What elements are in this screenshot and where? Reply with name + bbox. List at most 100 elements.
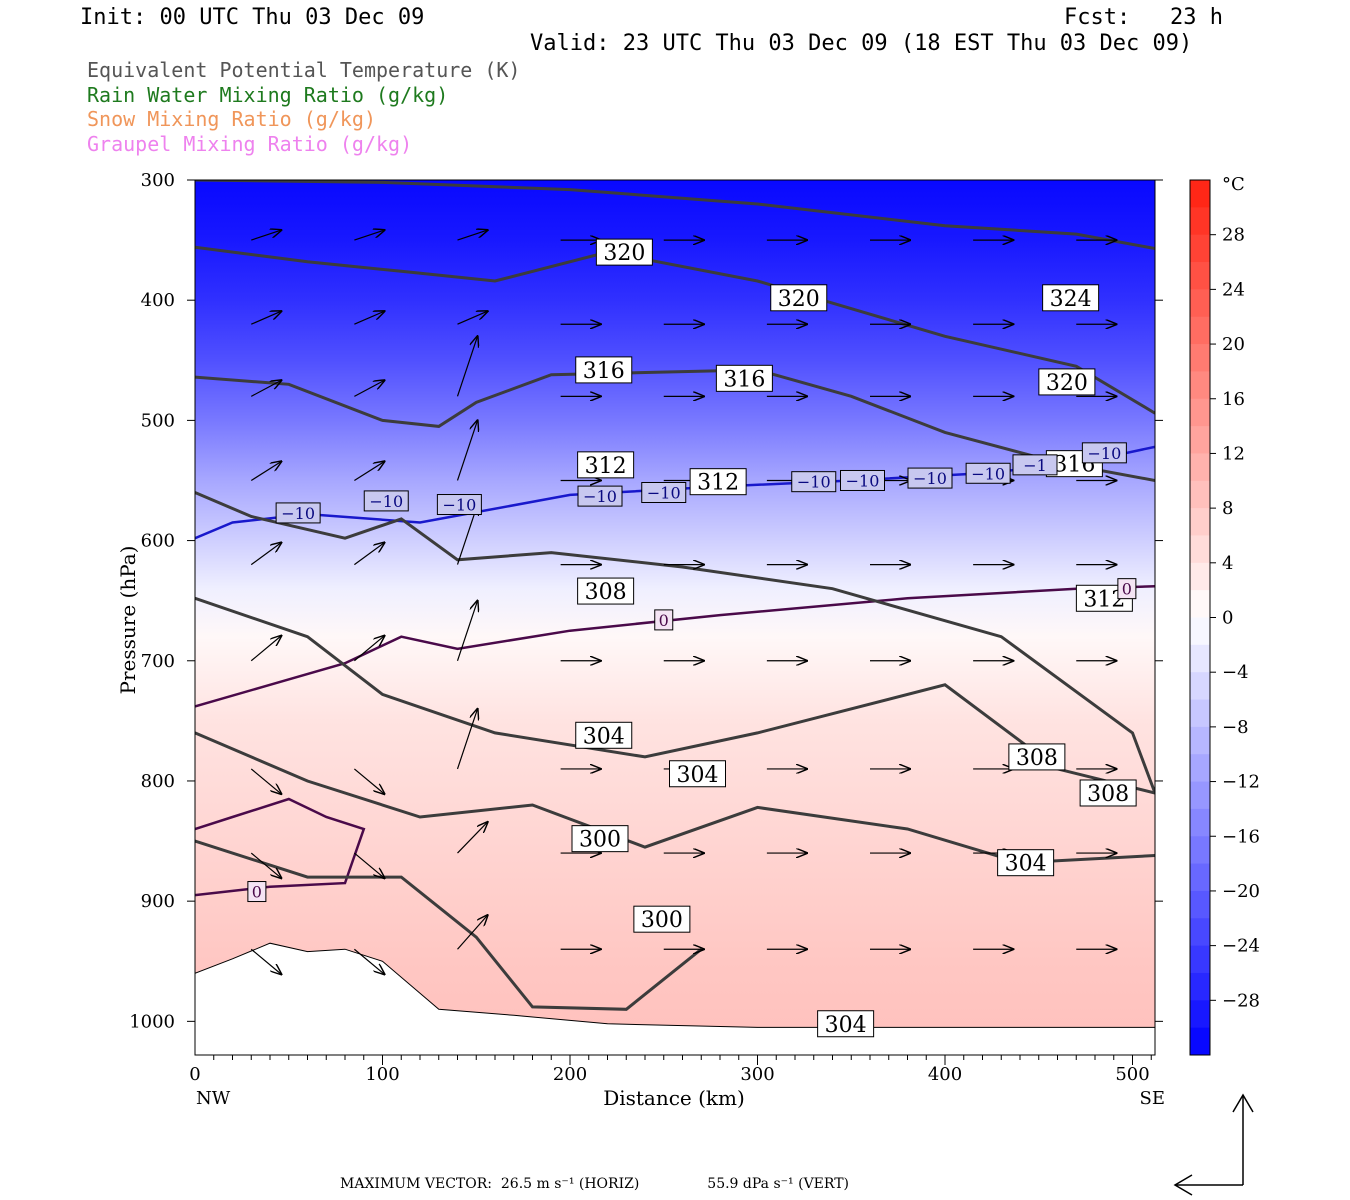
- wind-vector: [354, 461, 384, 481]
- theta-e-label-box: [1008, 743, 1066, 771]
- wind-vector: [251, 230, 281, 241]
- wind-vector: [353, 948, 384, 974]
- x-tick-label: 300: [740, 1064, 774, 1085]
- colorbar-swatch: [1190, 617, 1210, 646]
- colorbar-tick-label: 20: [1222, 334, 1245, 355]
- colorbar-swatch: [1190, 289, 1210, 318]
- wind-vector: [353, 636, 384, 662]
- colorbar-swatch: [1190, 207, 1210, 236]
- theta-e-label-box: [1042, 284, 1100, 312]
- wind-vector: [250, 852, 281, 878]
- theta-e-label: 308: [577, 577, 635, 605]
- max-vector-label: MAXIMUM VECTOR:: [340, 1176, 492, 1192]
- y-tick-label: 400: [141, 290, 175, 311]
- isotherm-label: 0: [247, 881, 267, 903]
- colorbar-swatch: [1190, 562, 1210, 591]
- max-vector-vert: 55.9 dPa s⁻¹ (VERT): [707, 1176, 849, 1192]
- x-end-label-left: NW: [196, 1088, 231, 1109]
- colorbar-swatch: [1190, 863, 1210, 892]
- isotherm-label-box: [275, 502, 321, 524]
- isotherm-label-text: −10: [846, 471, 880, 490]
- isotherm-label: 0: [1117, 578, 1137, 600]
- colorbar-swatch: [1190, 234, 1210, 263]
- isotherm-label-box: [641, 482, 687, 503]
- theta-e-label: 304: [575, 721, 633, 749]
- colorbar-tick-label: −12: [1222, 772, 1260, 793]
- theta-e-label: 320: [770, 284, 828, 312]
- isotherm-0: [195, 585, 1155, 708]
- theta-e-label: 304: [669, 760, 726, 788]
- theta-e-contour-324: [195, 180, 1155, 250]
- isotherm-label-text: −10: [281, 504, 315, 523]
- wind-vector: [457, 822, 488, 854]
- isotherm-label: −10: [907, 467, 953, 489]
- theta-e-label-box: [577, 451, 635, 479]
- isotherm-label-text: −10: [647, 484, 681, 503]
- isotherm-label-box: [965, 462, 1011, 484]
- x-tick-label: 500: [1115, 1064, 1149, 1085]
- x-axis-title: Distance (km): [603, 1086, 745, 1110]
- isotherm-label: −10: [577, 485, 623, 507]
- isotherm-label: −10: [363, 490, 409, 512]
- colorbar-tick-label: 0: [1222, 608, 1233, 629]
- theta-e-label-text: 300: [579, 828, 621, 853]
- isotherm-label-text: −10: [583, 487, 617, 506]
- theta-e-label-text: 316: [723, 367, 765, 392]
- theta-e-label-box: [817, 1010, 875, 1038]
- colorbar-swatch: [1190, 344, 1210, 372]
- theta-e-label-text: 308: [1087, 782, 1129, 807]
- reference-vector-icon: [1173, 1093, 1254, 1196]
- theta-e-contour-316: [195, 368, 1155, 482]
- theta-e-label-box: [633, 905, 691, 933]
- theta-e-label: 300: [571, 825, 629, 853]
- colorbar-tick-label: 4: [1222, 553, 1233, 574]
- theta-e-label-text: 300: [641, 908, 683, 933]
- colorbar-tick-label: 28: [1222, 225, 1245, 246]
- wind-vector: [250, 636, 281, 662]
- theta-e-label-box: [575, 721, 633, 749]
- field-label-rain: Rain Water Mixing Ratio (g/kg): [87, 83, 449, 107]
- wind-vector: [457, 915, 488, 950]
- colorbar-swatch: [1190, 180, 1210, 208]
- isotherm-label-box: [247, 881, 267, 903]
- field-label-theta-e: Equivalent Potential Temperature (K): [87, 58, 521, 82]
- wind-vectors: [250, 230, 1116, 974]
- theta-e-contours: [195, 180, 1155, 1011]
- colorbar-tick-label: 16: [1222, 389, 1245, 410]
- isotherm-label-box: [1012, 454, 1058, 476]
- isotherm-label-text: −10: [442, 496, 476, 515]
- theta-e-label-box: [575, 356, 633, 384]
- colorbar-swatch: [1190, 754, 1210, 783]
- wind-vector: [354, 311, 384, 325]
- colorbar-swatch: [1190, 371, 1210, 400]
- theta-e-label-box: [595, 238, 653, 266]
- y-tick-label: 800: [141, 771, 175, 792]
- theta-e-label: 300: [633, 905, 691, 933]
- wind-vector: [456, 336, 478, 397]
- colorbar-swatch: [1190, 316, 1210, 345]
- wind-vector: [250, 543, 281, 566]
- theta-e-label-text: 304: [583, 724, 625, 749]
- isotherm-label-box: [436, 494, 482, 516]
- colorbar-tick-label: 24: [1222, 279, 1245, 300]
- isotherm-label-text: −10: [797, 473, 831, 492]
- theta-e-label-box: [577, 577, 635, 605]
- wind-vector: [354, 543, 384, 566]
- colorbar-swatch: [1190, 808, 1210, 837]
- theta-e-label: 312: [577, 451, 635, 479]
- theta-e-label-text: 324: [1050, 287, 1092, 312]
- isotherm-label-text: −10: [913, 469, 947, 488]
- theta-e-label: 316: [715, 364, 773, 392]
- colorbar-tick-label: −20: [1222, 881, 1260, 902]
- y-tick-label: 500: [141, 410, 175, 431]
- theta-e-contour-304: [195, 731, 1155, 865]
- wind-vector: [250, 380, 281, 397]
- theta-e-label: 320: [595, 238, 653, 266]
- init-time-label: Init: 00 UTC Thu 03 Dec 09: [80, 5, 425, 30]
- forecast-hour-label: Fcst: 23 h: [1064, 5, 1223, 30]
- theta-e-label-text: 304: [677, 763, 719, 788]
- isotherm-label: −10: [641, 482, 687, 503]
- colorbar-tick-label: −8: [1222, 717, 1249, 738]
